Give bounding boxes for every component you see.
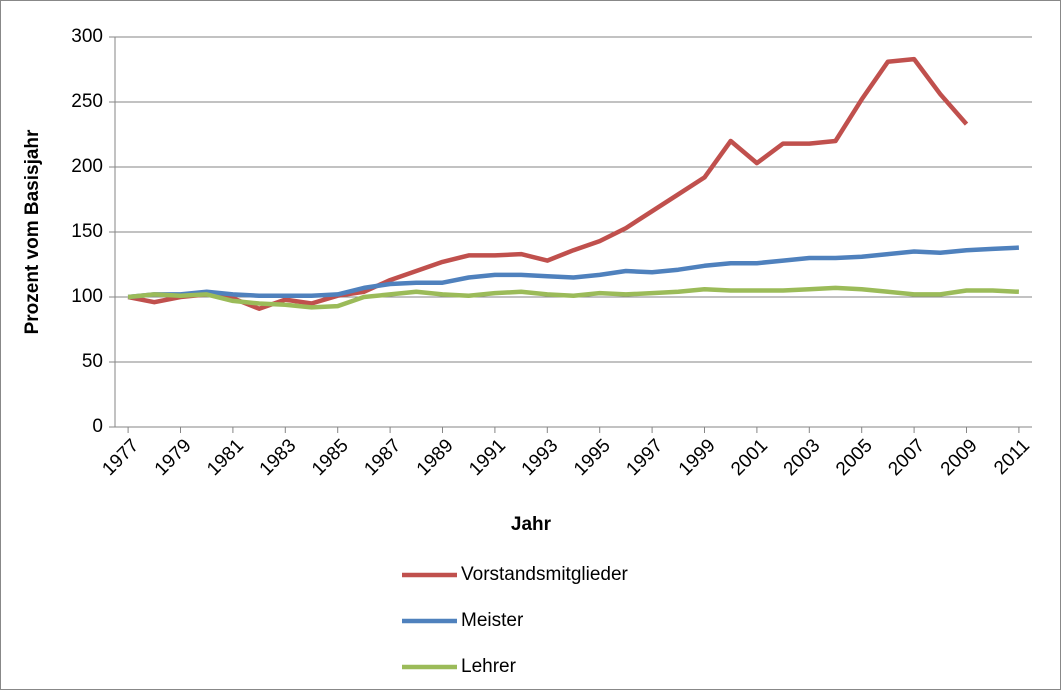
legend-label: Lehrer [461, 656, 517, 677]
x-axis-title: Jahr [511, 514, 552, 535]
y-tick-label: 150 [71, 221, 103, 242]
y-tick-label: 50 [82, 351, 103, 372]
y-tick-label: 300 [71, 26, 103, 47]
y-tick-label: 200 [71, 156, 103, 177]
y-tick-label: 0 [92, 416, 103, 437]
y-tick-label: 100 [71, 286, 103, 307]
series-line [127, 245, 1020, 300]
legend-label: Meister [461, 610, 524, 631]
y-tick-label: 250 [71, 91, 103, 112]
series-line [127, 285, 1020, 310]
y-axis-title: Prozent vom Basisjahr [22, 129, 43, 334]
legend-label: Vorstandsmitglieder [461, 564, 629, 585]
